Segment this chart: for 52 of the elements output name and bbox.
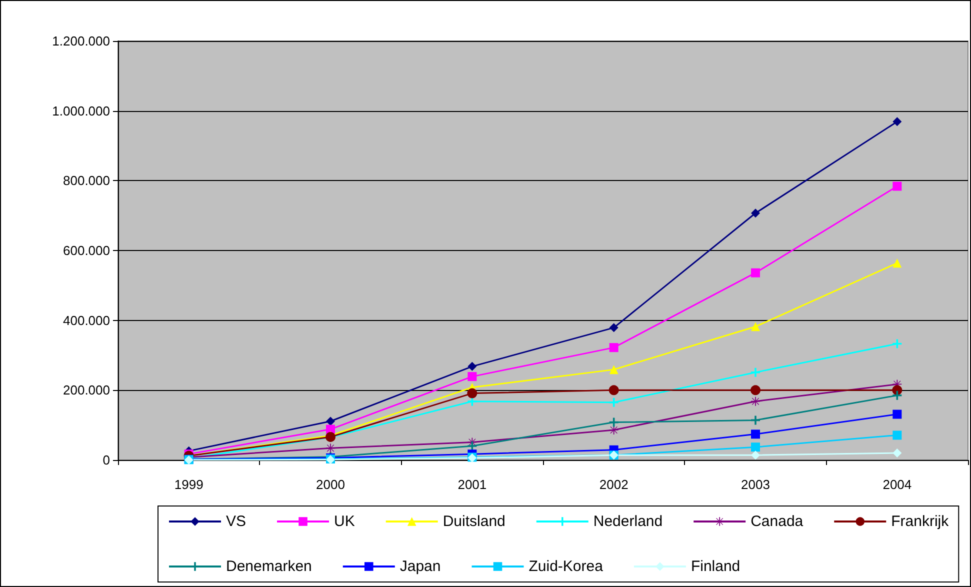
- point: [751, 430, 760, 439]
- point: [609, 343, 618, 352]
- point: [609, 398, 618, 407]
- y-tick-label: 1.200.000: [52, 34, 110, 48]
- legend-label: Denemarken: [226, 558, 312, 575]
- point: [892, 430, 902, 440]
- point: [468, 372, 477, 382]
- point: [750, 385, 760, 396]
- point: [608, 385, 619, 396]
- point: [609, 323, 618, 332]
- point: [751, 368, 760, 377]
- point: [751, 208, 760, 218]
- legend-label: UK: [334, 513, 355, 530]
- point: [751, 450, 760, 460]
- point: [468, 362, 477, 371]
- x-tick-label: 1999: [174, 477, 204, 492]
- legend-label: Zuid-Korea: [528, 558, 604, 575]
- legend-label: Finland: [690, 558, 740, 575]
- x-tick-label: 2001: [458, 477, 487, 492]
- point: [892, 117, 902, 126]
- legend-label: Canada: [750, 513, 804, 530]
- point: [326, 444, 335, 453]
- legend-label: Nederland: [593, 513, 663, 530]
- point: [892, 258, 902, 268]
- y-tick-label: 400.000: [63, 312, 110, 328]
- legend-label: Duitsland: [442, 513, 506, 530]
- x-tick-label: 2004: [882, 477, 912, 492]
- point: [468, 442, 477, 451]
- y-tick-label: 1.000.000: [52, 103, 110, 118]
- x-tick-label: 2002: [599, 477, 628, 492]
- point: [751, 268, 760, 278]
- point: [892, 410, 902, 419]
- point: [751, 322, 760, 332]
- legend-label: VS: [226, 513, 246, 530]
- point: [892, 390, 902, 400]
- y-tick-label: 800.000: [63, 173, 110, 188]
- point: [892, 448, 902, 458]
- point: [467, 388, 478, 398]
- point: [609, 425, 618, 434]
- point: [751, 416, 760, 425]
- point: [892, 182, 902, 191]
- y-tick-label: 0: [102, 452, 110, 468]
- point: [326, 416, 335, 426]
- point: [609, 365, 618, 374]
- y-tick-label: 600.000: [63, 243, 110, 258]
- legend-label: Frankrijk: [891, 513, 950, 530]
- point: [751, 442, 760, 452]
- x-tick-label: 2003: [741, 477, 770, 492]
- y-tick-label: 200.000: [63, 382, 110, 398]
- point: [751, 396, 760, 406]
- x-tick-label: 2000: [316, 477, 345, 492]
- legend-label: Japan: [400, 558, 441, 575]
